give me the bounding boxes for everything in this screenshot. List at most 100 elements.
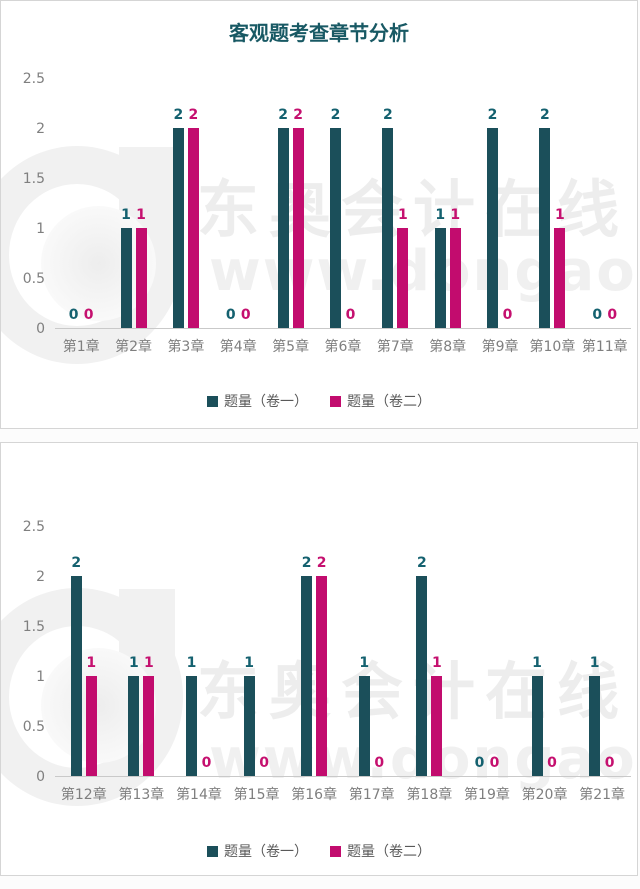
bar-fill (277, 128, 289, 328)
x-axis-label: 第19章 (464, 787, 510, 803)
x-axis-label: 第10章 (529, 339, 576, 355)
bar-value-label: 1 (397, 207, 408, 223)
bar-value-label: 1 (555, 207, 565, 223)
legend-label-series2: 题量（卷二） (347, 394, 431, 410)
bar-series2: 0 (502, 79, 513, 328)
bar-fill (382, 128, 394, 328)
x-axis-label: 第6章 (324, 339, 362, 355)
x-axis-label: 第9章 (481, 339, 519, 355)
bar-series1: 1 (358, 527, 370, 776)
legend-item-series2[interactable]: 题量（卷二） (330, 841, 431, 861)
bar-series2: 2 (187, 79, 199, 328)
bar-series2: 0 (489, 527, 500, 776)
bar-value-label: 1 (359, 655, 370, 671)
bar-value-label: 0 (201, 755, 212, 771)
x-axis: 第12章 第13章 第14章 第15章 第16章 第17章 第18章 第19章 第20章 第21章 (55, 784, 631, 804)
x-axis-label: 第14章 (176, 787, 222, 803)
bar-series1: 1 (128, 527, 140, 776)
bar-series2: 0 (374, 527, 385, 776)
bar-series2: 1 (143, 527, 155, 776)
bar-value-label: 2 (301, 555, 312, 571)
bar-value-label: 1 (244, 655, 254, 671)
legend-item-series1[interactable]: 题量（卷一） (207, 841, 308, 861)
bar-value-label: 1 (589, 655, 600, 671)
bar-fill (135, 228, 147, 328)
x-axis-label: 第2章 (115, 339, 152, 355)
bar-series1: 1 (434, 79, 446, 328)
x-axis-label: 第4章 (219, 339, 257, 355)
bar-series1: 1 (120, 79, 132, 328)
bar-fill (397, 228, 409, 328)
y-tick-label: 2 (36, 569, 45, 585)
chart-panel-bottom: 东奥会计在线 www.dongao.com 00.511.522.5 21111… (0, 442, 638, 876)
bar-series1: 0 (474, 527, 485, 776)
bar-value-label: 2 (188, 107, 199, 123)
legend-item-series1[interactable]: 题量（卷一） (207, 391, 308, 411)
bar-series2: 0 (83, 79, 94, 328)
bar-value-label: 1 (121, 207, 131, 223)
bar-series1: 2 (487, 79, 499, 328)
y-axis: 0 0.5 1 1.5 2 2.5 (9, 71, 55, 337)
y-tick-label: 2.5 (22, 71, 45, 87)
bar-series2: 0 (240, 79, 251, 328)
x-axis-label: 第16章 (291, 787, 338, 803)
bar-value-label: 0 (489, 755, 500, 771)
bar-series2: 1 (85, 527, 97, 776)
legend: 题量（卷一） 题量（卷二） (1, 391, 637, 411)
legend-label-series1: 题量（卷一） (224, 844, 308, 860)
bar-fill (487, 128, 499, 328)
x-axis: 第1章 第2章 第3章 第4章 第5章 第6章 第7章 第8章 第9章 第10章 第11章 (55, 336, 631, 356)
bar-value-label: 2 (173, 107, 184, 123)
bar-value-label: 2 (71, 555, 82, 571)
x-axis-label: 第11章 (581, 339, 628, 355)
bar-fill (128, 676, 140, 776)
y-tick-label: 2.5 (22, 519, 45, 535)
bar-fill (539, 128, 551, 328)
bar-value-label: 1 (129, 655, 139, 671)
bar-fill (434, 228, 446, 328)
bar-series1: 2 (539, 79, 551, 328)
chart-title: 客观题考查章节分析 (229, 21, 409, 45)
bar-series1: 2 (172, 79, 184, 328)
x-axis-label: 第17章 (348, 787, 395, 803)
legend: 题量（卷一） 题量（卷二） (1, 841, 637, 861)
legend-label-series2: 题量（卷二） (347, 844, 431, 860)
legend-label-series1: 题量（卷一） (224, 394, 308, 410)
bar-series1: 2 (277, 79, 289, 328)
bar-value-label: 2 (316, 555, 327, 571)
bar-value-label: 0 (345, 307, 356, 323)
legend-item-series2[interactable]: 题量（卷二） (330, 391, 431, 411)
bar-series1: 0 (592, 79, 603, 328)
bar-fill (70, 576, 82, 776)
bar-series1: 0 (68, 79, 79, 328)
bar-value-label: 1 (136, 207, 146, 223)
bar-series2: 0 (201, 527, 212, 776)
bar-value-label: 0 (547, 755, 557, 771)
bar-value-label: 0 (240, 307, 251, 323)
x-axis-label: 第15章 (233, 787, 280, 803)
bar-fill (554, 228, 566, 328)
bar-series2: 0 (345, 79, 356, 328)
bar-series2: 1 (431, 527, 443, 776)
bar-series2: 1 (554, 79, 566, 328)
y-tick-label: 0.5 (22, 271, 45, 287)
x-axis-label: 第8章 (429, 339, 467, 355)
x-axis-label: 第12章 (60, 787, 107, 803)
bar-series2: 1 (449, 79, 461, 328)
bar-series2: 0 (607, 79, 618, 328)
bar-fill (187, 128, 199, 328)
